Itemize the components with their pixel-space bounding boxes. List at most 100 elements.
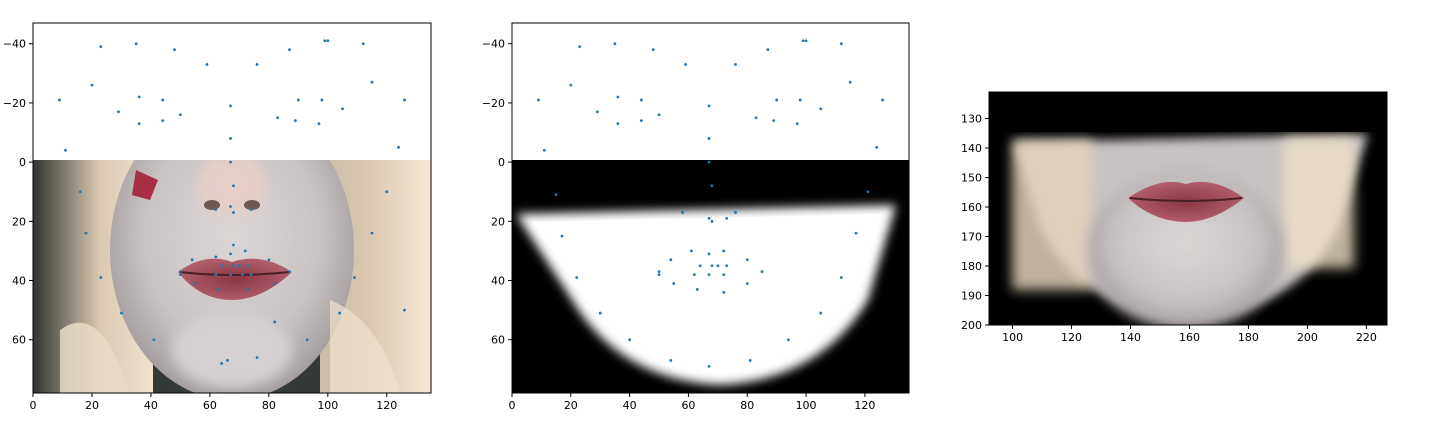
scatter-point [338, 311, 342, 315]
scatter-point [595, 110, 599, 114]
scatter-point [710, 184, 714, 188]
panel-3-axes: 100 120 140 160 180 200 220 130 140 150 160 170 180 1… [961, 113, 1377, 344]
scatter-point [881, 98, 884, 102]
x-tick-label: 100 [796, 399, 817, 412]
scatter-point [229, 137, 232, 140]
scatter-point [64, 148, 67, 152]
x-tick-label: 60 [203, 399, 217, 412]
y-tick-label: 150 [961, 172, 982, 185]
scatter-point [707, 104, 711, 108]
scatter-point [232, 184, 235, 188]
scatter-point [839, 42, 843, 46]
scatter-point [152, 338, 156, 342]
scatter-point [748, 359, 752, 362]
scatter-point [681, 211, 684, 214]
scatter-point [669, 258, 673, 262]
scatter-point [722, 273, 726, 276]
scatter-point [173, 48, 176, 52]
scatter-point [537, 98, 540, 102]
scatter-point [273, 320, 277, 324]
panel-2-axes: 0 20 40 60 80 100 120 −40 −20 0 20 40 60 [482, 38, 876, 412]
scatter-point [229, 205, 232, 208]
scatter-point [560, 234, 564, 238]
scatter-point [795, 122, 799, 126]
scatter-point [775, 98, 779, 102]
scatter-point [305, 338, 309, 342]
scatter-point [575, 276, 579, 279]
scatter-point [90, 83, 94, 87]
scatter-point [397, 145, 400, 149]
scatter-point [875, 145, 879, 149]
scatter-point [78, 190, 82, 194]
y-tick-label: −20 [3, 97, 26, 110]
scatter-point [760, 270, 764, 274]
scatter-point [819, 311, 823, 315]
scatter-point [698, 264, 702, 268]
scatter-point [707, 364, 711, 368]
scatter-point [613, 42, 617, 46]
scatter-point [179, 273, 182, 276]
x-tick-label: 140 [1120, 331, 1141, 344]
panel-1-axes: 0 20 40 60 80 100 120 −40 −20 0 20 40 60 [3, 38, 397, 412]
y-tick-label: 20 [12, 215, 26, 228]
scatter-point [214, 255, 218, 259]
scatter-point [725, 264, 729, 268]
y-tick-label: 40 [12, 275, 26, 288]
scatter-point [707, 160, 711, 164]
x-tick-label: 100 [317, 399, 338, 412]
scatter-point [848, 80, 852, 84]
scatter-point [616, 122, 620, 126]
scatter-point [220, 362, 224, 365]
y-tick-label: 0 [19, 156, 26, 169]
scatter-point [370, 231, 374, 235]
x-tick-label: 160 [1179, 331, 1200, 344]
panel-2-plot-frame [511, 22, 910, 394]
scatter-point [651, 48, 655, 52]
y-tick-label: 60 [12, 334, 26, 347]
scatter-point [161, 119, 165, 123]
scatter-point [317, 122, 321, 126]
y-tick-label: 0 [498, 156, 505, 169]
scatter-point [273, 282, 277, 285]
scatter-point [117, 110, 120, 114]
scatter-point [288, 48, 291, 52]
scatter-point [229, 273, 232, 276]
scatter-point [193, 282, 197, 285]
scatter-point [554, 193, 558, 197]
scatter-point [710, 264, 714, 268]
scatter-point [246, 288, 250, 291]
scatter-point [352, 276, 356, 279]
scatter-point [745, 258, 749, 262]
y-tick-label: 140 [961, 142, 982, 155]
x-tick-label: 0 [30, 399, 37, 412]
scatter-point [403, 308, 406, 312]
scatter-point [288, 270, 291, 274]
scatter-point [229, 104, 232, 108]
scatter-point [707, 216, 711, 220]
scatter-point [707, 137, 711, 140]
x-tick-label: 40 [144, 399, 158, 412]
scatter-point [684, 63, 687, 66]
scatter-point [214, 273, 218, 276]
scatter-point [361, 42, 365, 46]
scatter-point [255, 63, 259, 66]
y-tick-label: 170 [961, 231, 982, 244]
x-tick-label: 120 [854, 399, 875, 412]
x-tick-label: 60 [681, 399, 695, 412]
x-tick-label: 180 [1238, 331, 1259, 344]
scatter-point [754, 116, 758, 120]
x-tick-label: 120 [376, 399, 397, 412]
scatter-point [99, 45, 103, 49]
y-tick-label: 160 [961, 201, 982, 214]
x-tick-label: 0 [509, 399, 516, 412]
scatter-point [839, 276, 843, 279]
scatter-point [639, 98, 643, 102]
scatter-point [84, 231, 88, 235]
scatter-point [293, 119, 297, 123]
scatter-point [542, 148, 546, 152]
panel-2-mask-image [512, 160, 909, 393]
x-tick-label: 20 [85, 399, 99, 412]
scatter-point [692, 273, 696, 276]
y-tick-label: 60 [491, 334, 505, 347]
scatter-point [217, 288, 221, 291]
